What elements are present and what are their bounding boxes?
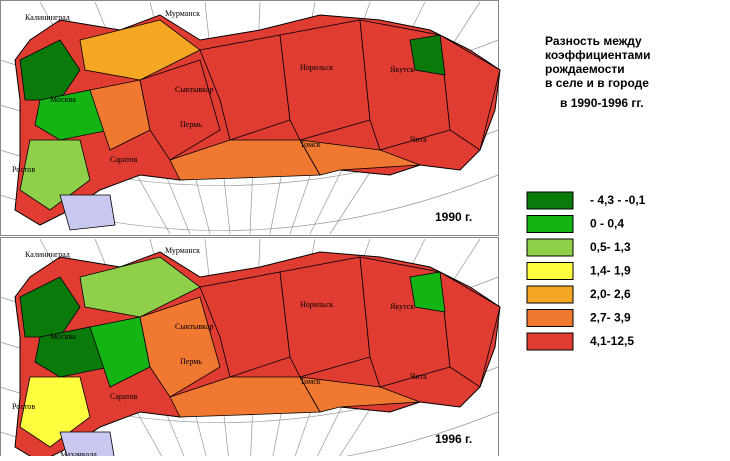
region — [199, 271, 291, 378]
legend-swatch — [526, 191, 574, 210]
city-label: Мурманск — [165, 9, 200, 18]
region — [409, 34, 446, 76]
region — [34, 89, 111, 141]
title-line: в селе и в городе — [545, 76, 649, 90]
city-label: Мурманск — [165, 246, 200, 255]
title-line: рождаемости — [545, 62, 625, 76]
city-label: Якутск — [390, 302, 414, 311]
title-line: коэффициентами — [545, 48, 651, 62]
region — [19, 39, 81, 101]
city-label: Калининград — [25, 250, 70, 259]
region — [299, 376, 421, 413]
title-line: Разность между — [545, 34, 642, 48]
city-label: Норильск — [300, 63, 333, 72]
map-panel: Калининград Мурманск Москва Сыктывкар Нориль… — [0, 237, 501, 461]
legend-swatch — [526, 309, 574, 327]
region — [279, 19, 371, 141]
map-panel: Калининград Мурманск Москва Сыктывкар Нориль… — [0, 0, 501, 236]
map-year: 1996 г. — [435, 432, 472, 446]
period: в 1990-1996 гг. — [560, 96, 644, 110]
legend-label: - 4,3 - -0,1 — [590, 193, 646, 207]
city-label: Москва — [50, 95, 76, 104]
region — [279, 256, 371, 378]
maps: Калининград Мурманск Москва Сыктывкар Нориль… — [0, 0, 501, 461]
city-label: Пермь — [180, 120, 202, 129]
city-label: Ростов — [12, 402, 35, 411]
city-label: Пермь — [180, 357, 202, 366]
region — [199, 34, 291, 141]
city-label: Якутск — [390, 65, 414, 74]
city-label: Чита — [410, 372, 427, 381]
city-label: Калининград — [25, 13, 70, 22]
legend-swatch — [526, 215, 574, 233]
city-label: Томск — [300, 377, 321, 386]
region — [34, 326, 111, 378]
legend-label: 1,4- 1,9 — [590, 264, 631, 278]
city-label: Томск — [300, 140, 321, 149]
region — [139, 296, 221, 398]
region — [299, 139, 421, 176]
city-label: Чита — [410, 135, 427, 144]
region — [19, 276, 81, 338]
region — [79, 256, 201, 318]
city-label: Ростов — [12, 165, 35, 174]
city-label: Сыктывкар — [175, 322, 213, 331]
city-label: Сыктывкар — [175, 85, 213, 94]
legend-panel: Разность между коэффициентами рождаемост… — [526, 34, 651, 351]
legend-label: 0 - 0,4 — [590, 217, 624, 231]
city-label: Норильск — [300, 300, 333, 309]
legend-swatch — [526, 238, 574, 257]
legend-swatch — [526, 332, 574, 351]
region — [139, 59, 221, 161]
legend-label: 0,5- 1,3 — [590, 240, 631, 254]
legend-swatch — [526, 285, 574, 304]
region — [59, 194, 116, 231]
region — [439, 34, 501, 151]
legend-label: 2,7- 3,9 — [590, 311, 631, 325]
region — [439, 271, 501, 388]
region — [79, 19, 201, 81]
city-label: Саратов — [110, 392, 138, 401]
legend-label: 2,0- 2,6 — [590, 287, 631, 301]
legend-label: 4,1-12,5 — [590, 334, 634, 348]
city-label: Махачкала — [60, 450, 97, 456]
region — [59, 431, 116, 461]
region — [409, 271, 446, 313]
city-label: Саратов — [110, 155, 138, 164]
city-label: Москва — [50, 332, 76, 341]
map-year: 1990 г. — [435, 210, 472, 224]
legend-swatch — [526, 262, 574, 280]
